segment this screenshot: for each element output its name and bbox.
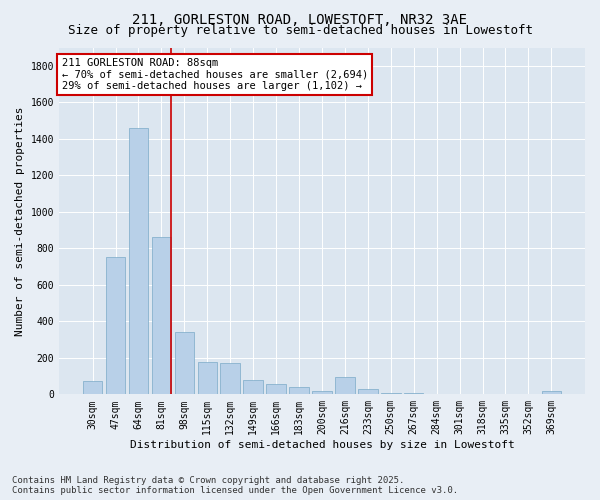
Bar [381,392,401,394]
Text: 211 GORLESTON ROAD: 88sqm
← 70% of semi-detached houses are smaller (2,694)
29% : 211 GORLESTON ROAD: 88sqm ← 70% of semi-… [62,58,368,91]
Bar [266,384,286,394]
Bar [83,380,103,394]
Bar [244,380,263,394]
Bar [175,332,194,394]
Bar [335,377,355,394]
Bar [106,258,125,394]
Bar [358,389,377,394]
Bar [129,128,148,394]
Bar [152,238,171,394]
Bar [197,362,217,394]
Y-axis label: Number of semi-detached properties: Number of semi-detached properties [15,106,25,336]
X-axis label: Distribution of semi-detached houses by size in Lowestoft: Distribution of semi-detached houses by … [130,440,514,450]
Bar [289,387,309,394]
Bar [542,390,561,394]
Bar [220,364,240,394]
Bar [312,390,332,394]
Text: Contains HM Land Registry data © Crown copyright and database right 2025.
Contai: Contains HM Land Registry data © Crown c… [12,476,458,495]
Text: Size of property relative to semi-detached houses in Lowestoft: Size of property relative to semi-detach… [67,24,533,37]
Text: 211, GORLESTON ROAD, LOWESTOFT, NR32 3AE: 211, GORLESTON ROAD, LOWESTOFT, NR32 3AE [133,12,467,26]
